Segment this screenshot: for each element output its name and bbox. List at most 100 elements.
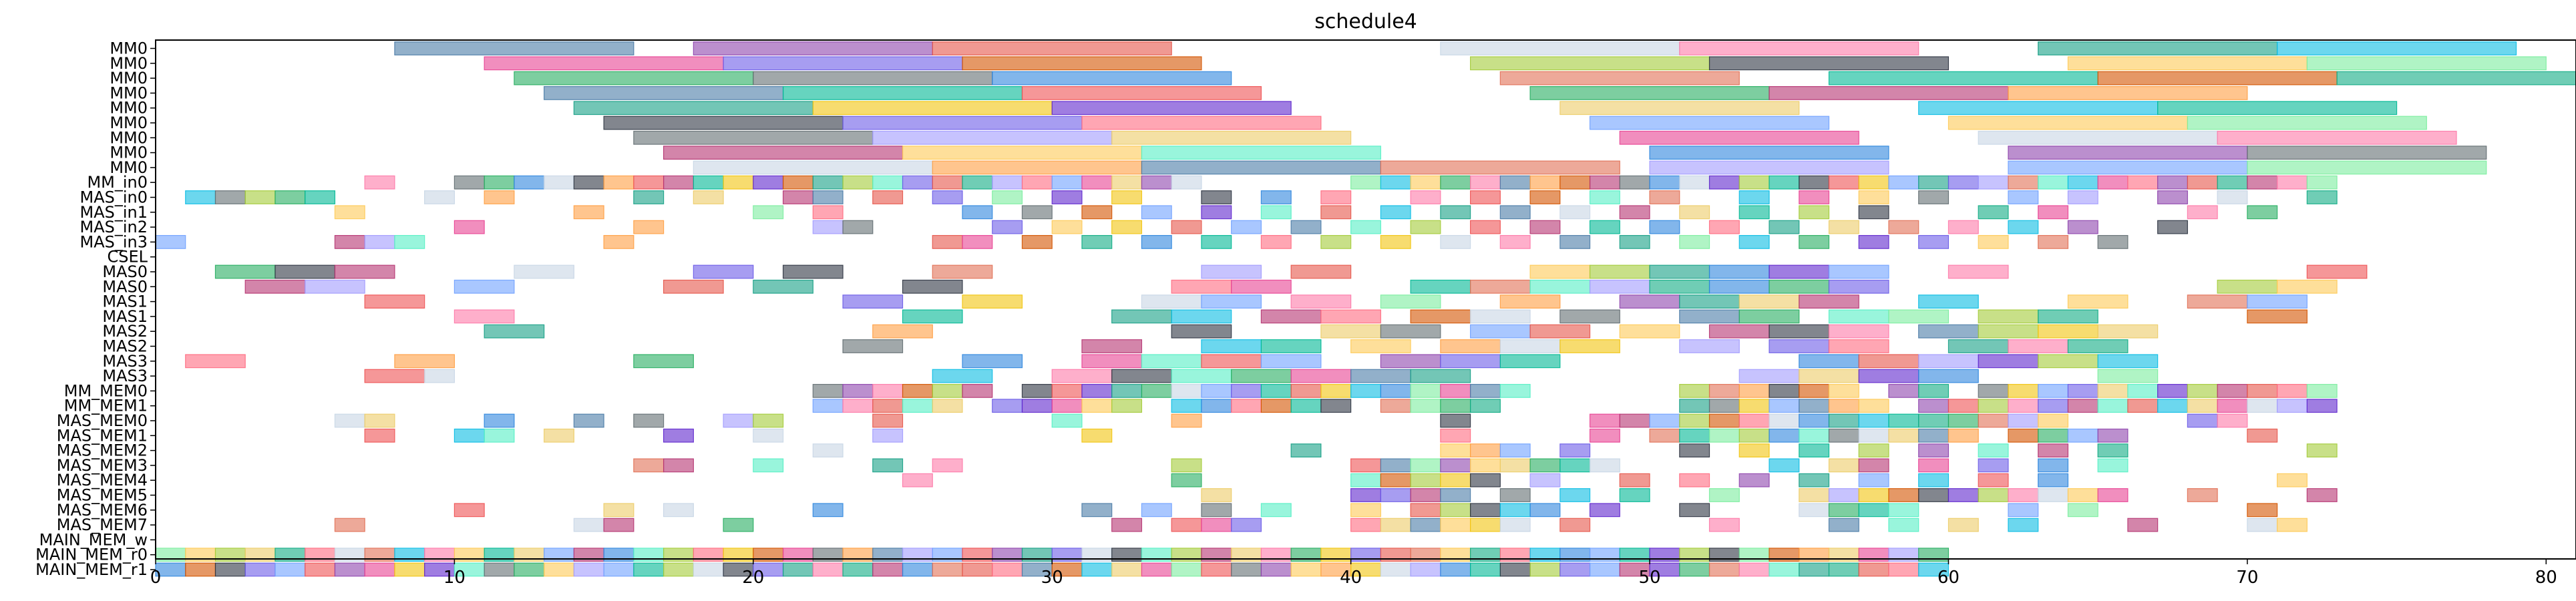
- task-bar: [1111, 518, 1143, 532]
- task-bar: [1081, 175, 1113, 190]
- task-bar: [1738, 473, 1770, 487]
- task-bar: [1918, 324, 1979, 339]
- task-bar: [1858, 399, 1889, 413]
- task-bar: [902, 175, 933, 190]
- task-bar: [812, 383, 844, 398]
- task-bar: [1350, 518, 1381, 532]
- task-bar: [1469, 562, 1501, 577]
- x-axis-ticks: 0 10 20 30 40 50 60 70 80: [150, 559, 2557, 588]
- task-bar: [1051, 369, 1113, 383]
- task-bar: [782, 175, 813, 190]
- task-bar: [1948, 488, 1979, 502]
- task-bar: [2306, 488, 2338, 502]
- task-bar: [1858, 175, 1889, 190]
- task-bar: [2008, 518, 2039, 532]
- task-bar: [1320, 383, 1352, 398]
- task-bar: [2008, 220, 2039, 234]
- task-bar: [514, 562, 545, 577]
- task-bar: [514, 71, 754, 85]
- task-bar: [305, 279, 365, 294]
- task-bar: [1918, 428, 1950, 443]
- task-bar: [1201, 264, 1262, 279]
- task-bar: [932, 41, 1172, 55]
- task-bar: [453, 309, 515, 324]
- task-bar: [185, 562, 216, 577]
- task-bar: [1260, 205, 1292, 220]
- task-bar: [1380, 234, 1411, 249]
- task-bar: [394, 234, 425, 249]
- task-bar: [2038, 458, 2069, 473]
- chart-title: schedule4: [1314, 10, 1417, 33]
- task-bar: [1918, 383, 1950, 398]
- task-bar: [1469, 324, 1531, 339]
- y-tick-label: MAS3: [102, 367, 148, 385]
- task-bar: [663, 428, 694, 443]
- task-bar: [1708, 562, 1740, 577]
- task-bar: [1081, 503, 1113, 518]
- task-bar: [1350, 220, 1381, 234]
- task-bar: [1469, 383, 1501, 398]
- task-bar: [1649, 190, 1680, 204]
- task-bar: [1649, 160, 1889, 175]
- task-bar: [1649, 146, 1889, 160]
- task-bar: [1888, 413, 1919, 428]
- task-bar: [1708, 220, 1740, 234]
- task-bar: [1440, 443, 1471, 458]
- task-bar: [1231, 399, 1262, 413]
- task-bar: [1499, 354, 1561, 369]
- task-bar: [1499, 488, 1531, 502]
- task-bar: [992, 220, 1023, 234]
- task-bar: [1799, 354, 1859, 369]
- task-bar: [633, 220, 665, 234]
- task-bar: [544, 428, 574, 443]
- task-bar: [1201, 383, 1232, 398]
- task-bar: [782, 562, 813, 577]
- task-bar: [2276, 279, 2338, 294]
- task-bar: [1141, 354, 1202, 369]
- y-tick-label: MAS_in0: [79, 188, 148, 207]
- task-bar: [633, 130, 874, 145]
- task-bar: [1141, 175, 1172, 190]
- task-bar: [1111, 309, 1172, 324]
- task-bar: [753, 279, 813, 294]
- task-bar: [1350, 369, 1411, 383]
- task-bar: [1828, 324, 1889, 339]
- task-bar: [1320, 324, 1381, 339]
- task-bar: [2038, 488, 2069, 502]
- task-bar: [1708, 264, 1770, 279]
- task-bar: [2157, 399, 2188, 413]
- task-bar: [1918, 190, 1950, 204]
- task-bar: [1499, 294, 1561, 309]
- task-bar: [1828, 339, 1889, 353]
- y-tick-label: MAS_MEM1: [57, 426, 148, 445]
- task-bar: [1320, 205, 1352, 220]
- task-bar: [992, 562, 1023, 577]
- task-bar: [1888, 518, 1919, 532]
- task-bar: [1649, 413, 1680, 428]
- task-bar: [1589, 562, 1620, 577]
- task-bar: [1799, 473, 1830, 487]
- task-bar: [1380, 488, 1411, 502]
- task-bar: [1858, 503, 1889, 518]
- task-bar: [1260, 234, 1292, 249]
- task-bar: [1051, 101, 1292, 116]
- task-bar: [1679, 175, 1710, 190]
- task-bar: [2306, 399, 2338, 413]
- y-tick-label: MM0: [110, 39, 148, 58]
- task-bar: [1589, 428, 1620, 443]
- task-bar: [902, 146, 1143, 160]
- task-bar: [1708, 488, 1740, 502]
- task-bar: [1619, 413, 1650, 428]
- task-bar: [1828, 309, 1889, 324]
- task-bar: [842, 116, 1083, 130]
- task-bar: [1738, 399, 1770, 413]
- task-bar: [1679, 205, 1710, 220]
- task-bar: [1918, 294, 1979, 309]
- task-bar: [1948, 264, 2009, 279]
- task-bar: [1888, 309, 1950, 324]
- task-bar: [214, 562, 246, 577]
- task-bar: [1440, 473, 1471, 487]
- task-bar: [1440, 383, 1471, 398]
- task-bar: [1081, 562, 1113, 577]
